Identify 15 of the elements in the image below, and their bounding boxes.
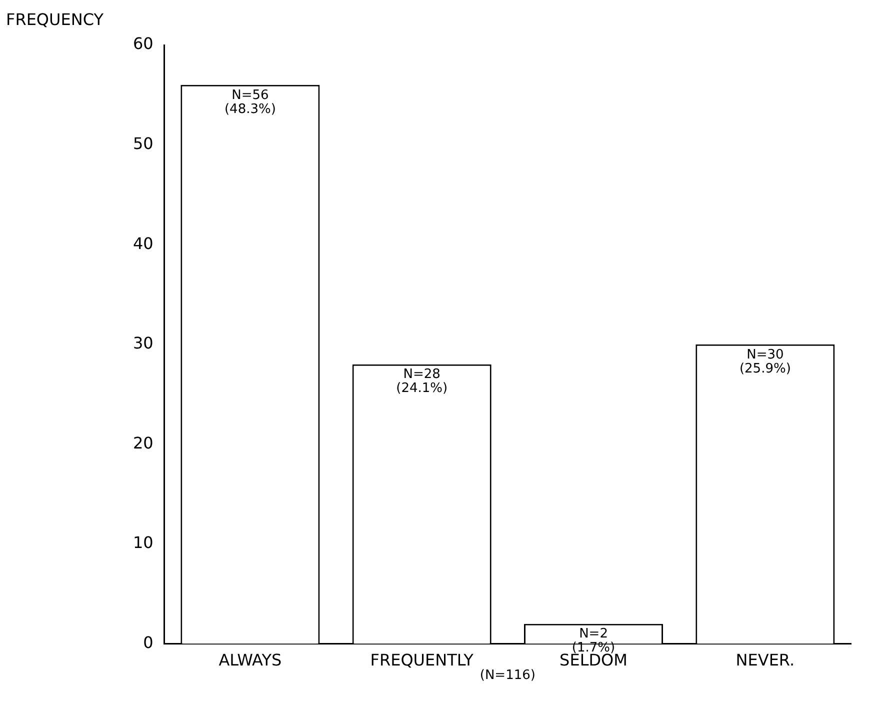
data-label: N=30 (25.9%) bbox=[739, 347, 791, 376]
x-tick-label: NEVER. bbox=[736, 650, 795, 670]
data-label: N=28 (24.1%) bbox=[396, 367, 448, 396]
y-tick-label: 0 bbox=[143, 632, 154, 652]
y-tick-label: 10 bbox=[133, 533, 154, 552]
y-tick-label: 20 bbox=[133, 433, 154, 452]
data-label: N=56 (48.3%) bbox=[224, 88, 276, 117]
y-tick-label: 60 bbox=[133, 34, 154, 54]
text: (N=116) bbox=[480, 668, 536, 683]
y-axis-title: FREQUENCY bbox=[6, 10, 104, 29]
x-tick-label: ALWAYS bbox=[218, 650, 282, 670]
y-tick-label: 40 bbox=[133, 234, 154, 253]
x-tick-label: FREQUENTLY bbox=[370, 650, 474, 670]
y-tick-label: 50 bbox=[133, 134, 154, 153]
y-tick-label: 30 bbox=[133, 334, 154, 353]
